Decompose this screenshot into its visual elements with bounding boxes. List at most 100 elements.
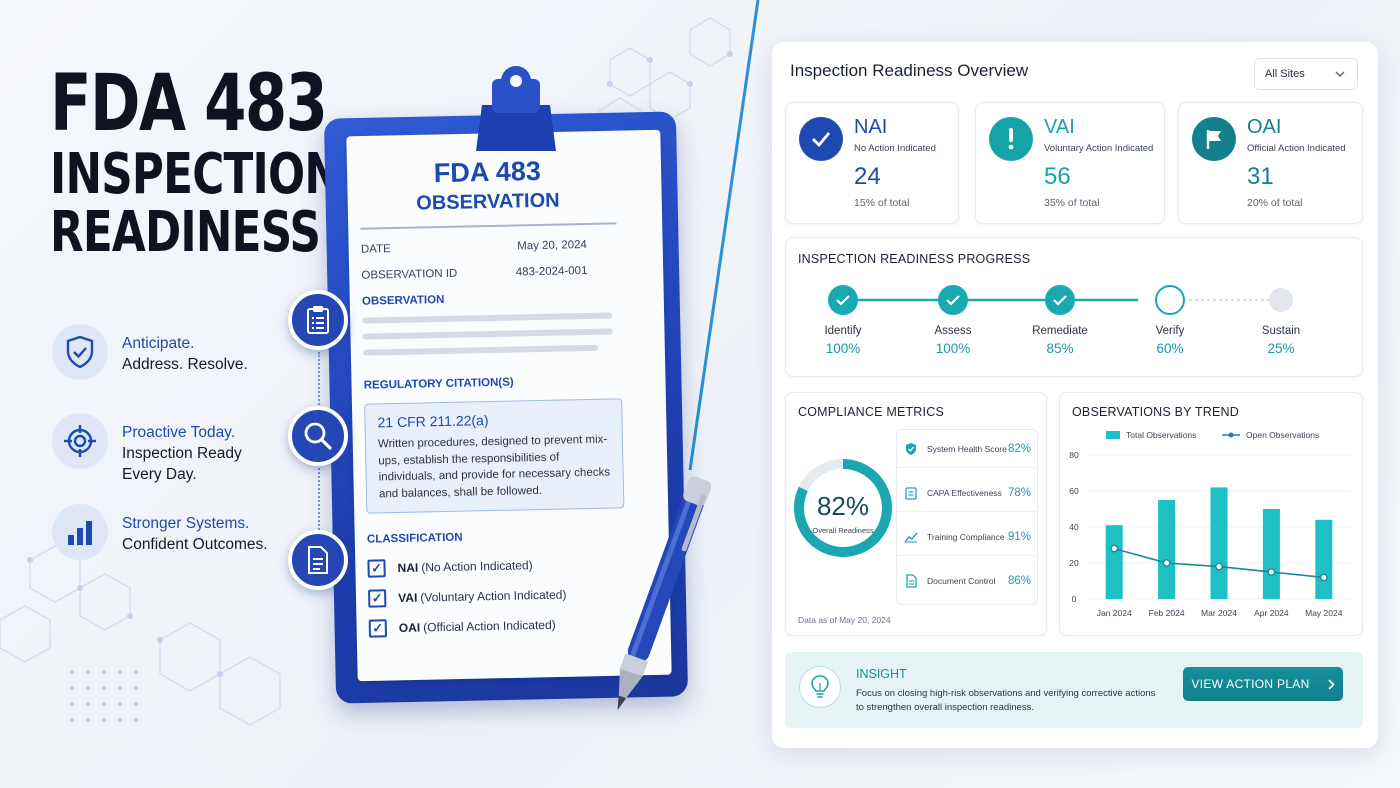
x-tick-label: Jan 2024 — [1097, 608, 1132, 618]
point-open-observations — [1215, 562, 1223, 571]
hero-title: FDA 483 INSPECTION READINESS — [50, 59, 341, 262]
feature-highlight: Anticipate. — [122, 335, 195, 352]
observations-trend-card: OBSERVATIONS BY TREND 0 20 40 60 80 Jan 2024 F… — [1059, 392, 1363, 636]
current-step-ring-icon — [1155, 285, 1185, 315]
progress-step-verify[interactable]: Verify 60% — [1125, 285, 1215, 356]
stat-label: Voluntary Action Indicated — [1044, 143, 1154, 154]
metric-label: Document Control — [927, 576, 996, 586]
observation-section-label: OBSERVATION — [361, 293, 445, 308]
stat-card-oai[interactable]: OAI Official Action Indicated 31 20% of … — [1178, 102, 1363, 224]
point-open-observations — [1267, 568, 1276, 576]
stat-code: VAI — [1044, 116, 1075, 138]
point-open-observations — [1319, 573, 1328, 582]
overall-readiness-value: 82% — [817, 491, 869, 521]
stat-percent: 15% of total — [854, 197, 910, 209]
metric-label: System Health Score — [927, 443, 1007, 454]
progress-step-assess[interactable]: Assess 100% — [908, 285, 998, 356]
metric-value: 78% — [1007, 486, 1031, 499]
progress-title: INSPECTION READINESS PROGRESS — [798, 252, 1031, 266]
chevron-right-icon — [1328, 678, 1335, 690]
y-tick-label: 80 — [1069, 450, 1079, 460]
step-label: Identify — [824, 325, 862, 337]
stat-percent: 35% of total — [1044, 197, 1100, 209]
shield-check-icon — [52, 324, 108, 380]
bar-total-observations — [1158, 500, 1176, 599]
progress-step-sustain[interactable]: Sustain 25% — [1236, 285, 1326, 356]
check-icon — [1045, 285, 1075, 315]
redacted-text-line — [363, 344, 599, 356]
observations-trend-chart: 0 20 40 60 80 Jan 2024 Feb 2024 Mar 2024 Apr 202… — [1069, 430, 1350, 618]
button-label: VIEW ACTION PLAN — [1191, 677, 1310, 691]
observation-form-content: FDA 483 OBSERVATION DATE May 20, 2024 OB… — [359, 154, 625, 638]
date-row: DATE May 20, 2024 — [361, 238, 617, 256]
checkbox-checked-icon: ✓ — [368, 589, 387, 608]
bar-total-observations — [1315, 519, 1333, 599]
stat-code: OAI — [1247, 116, 1282, 138]
stat-percent: 20% of total — [1247, 197, 1303, 209]
feature-highlight: Stronger Systems. — [122, 515, 250, 532]
classification-code: NAI — [397, 560, 419, 576]
readiness-progress-card: INSPECTION READINESS PROGRESS Identify 1… — [785, 237, 1363, 377]
insight-banner: INSIGHT Focus on closing high-risk obser… — [785, 652, 1363, 728]
citation-box: 21 CFR 211.22(a) Written procedures, des… — [364, 398, 625, 514]
stat-card-vai[interactable]: VAI Voluntary Action Indicated 56 35% of… — [975, 102, 1165, 224]
check-icon — [799, 117, 843, 161]
magnifier-icon — [288, 406, 348, 466]
progress-track — [844, 298, 1283, 302]
metric-capa: CAPA Effectiveness 78% — [897, 474, 1037, 512]
metrics-list: System Health Score 82% CAPA Effectivene… — [896, 429, 1038, 605]
exclamation-icon — [989, 117, 1033, 161]
compliance-title: COMPLIANCE METRICS — [798, 405, 944, 419]
metric-value: 91% — [1007, 530, 1031, 543]
observation-id-value: 483-2024-001 — [515, 264, 588, 279]
feature-line: Address. Resolve. — [122, 356, 248, 373]
x-tick-label: Mar 2024 — [1201, 608, 1237, 618]
metric-document-control: Document Control 86% — [897, 562, 1037, 600]
step-label: Sustain — [1261, 325, 1301, 337]
view-action-plan-button[interactable]: VIEW ACTION PLAN — [1183, 667, 1343, 701]
legend-swatch-total-observations — [1106, 431, 1120, 439]
metric-system-health: System Health Score 82% — [897, 430, 1037, 468]
compliance-metrics-card: COMPLIANCE METRICS 82% Overall Readiness… — [785, 392, 1047, 636]
feature-highlight: Proactive Today. — [122, 424, 236, 441]
classification-vai: ✓ VAI (Voluntary Action Indicated) — [368, 584, 624, 608]
insight-title: INSIGHT — [856, 667, 907, 681]
step-label: Remediate — [1032, 325, 1088, 337]
connector-line — [318, 352, 320, 408]
hero-title-line1: FDA 483 — [50, 59, 328, 149]
document-icon — [903, 573, 919, 589]
observation-id-row: OBSERVATION ID 483-2024-001 — [361, 264, 617, 282]
form-title: FDA 483 — [433, 155, 542, 189]
y-tick-label: 60 — [1069, 486, 1079, 496]
progress-step-identify[interactable]: Identify 100% — [798, 285, 888, 356]
legend-label-open-observations: Open Observations — [1246, 430, 1319, 440]
feature-stronger: Stronger Systems. Confident Outcomes. — [52, 504, 268, 560]
clipboard-clip-icon — [476, 66, 556, 151]
dashboard-panel: Inspection Readiness Overview All Sites … — [772, 42, 1378, 748]
progress-step-remediate[interactable]: Remediate 85% — [1015, 285, 1105, 356]
insight-line: to strengthen overall inspection readine… — [856, 702, 1034, 713]
stat-value: 24 — [854, 163, 881, 190]
step-label: Verify — [1155, 325, 1185, 337]
x-tick-label: Apr 2024 — [1254, 608, 1289, 618]
feature-line: Inspection Ready — [122, 445, 242, 462]
step-label: Assess — [934, 325, 972, 337]
step-percent: 25% — [1267, 341, 1295, 356]
metric-label: Training Compliance — [927, 531, 1005, 542]
stat-card-nai[interactable]: NAI No Action Indicated 24 15% of total — [785, 102, 959, 224]
x-tick-label: Feb 2024 — [1149, 608, 1185, 618]
bar-total-observations — [1262, 509, 1280, 599]
observation-id-label: OBSERVATION ID — [361, 267, 458, 282]
step-percent: 60% — [1156, 341, 1184, 356]
feature-line: Every Day. — [122, 466, 197, 483]
y-tick-label: 0 — [1072, 594, 1077, 604]
x-tick-label: May 2024 — [1305, 608, 1343, 618]
connector-line — [318, 468, 320, 530]
target-icon — [52, 413, 108, 469]
point-open-observations — [1162, 559, 1171, 567]
site-filter-dropdown[interactable]: All Sites — [1254, 58, 1358, 90]
bar-total-observations — [1105, 525, 1123, 599]
legend-marker-open-observations — [1228, 432, 1234, 438]
chart-title: OBSERVATIONS BY TREND — [1072, 405, 1239, 419]
stat-label: Official Action Indicated — [1247, 143, 1346, 154]
